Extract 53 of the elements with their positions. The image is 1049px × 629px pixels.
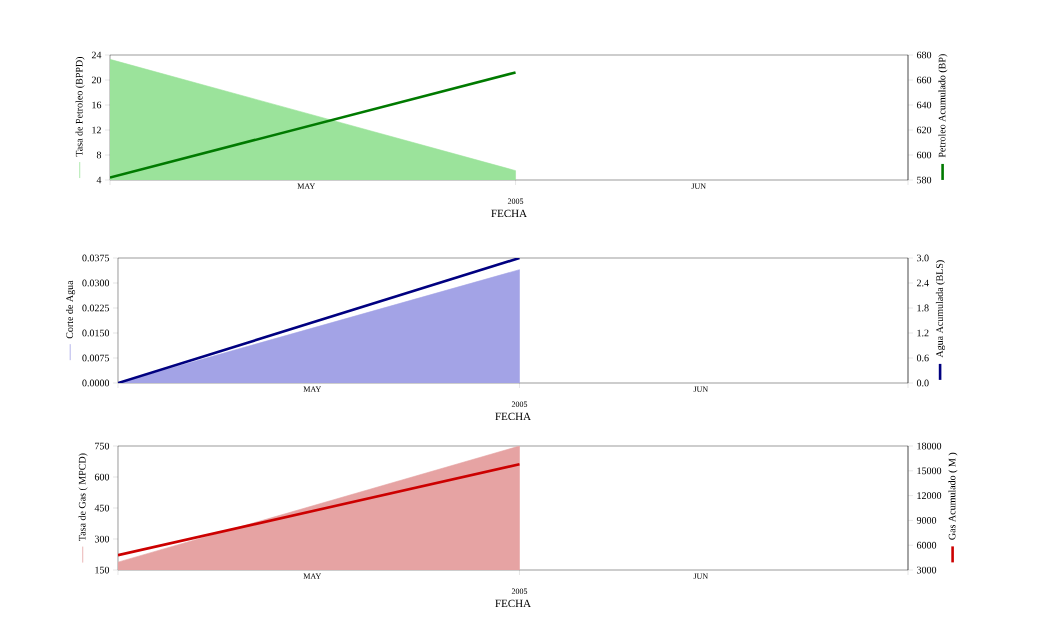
y2-axis-title: Agua Acumulada (BLS) bbox=[935, 260, 946, 358]
y-tick-label: 4 bbox=[96, 176, 102, 184]
y2-tick-label: 660 bbox=[916, 76, 932, 84]
y2-axis-title: Gas Acumulado ( M ) bbox=[948, 452, 958, 540]
x-tick-label: MAY bbox=[303, 386, 322, 392]
y-tick-label: 450 bbox=[94, 504, 110, 512]
y2-tick-label: 9000 bbox=[916, 517, 937, 524]
y-axis-title: Tasa de Gas ( MPCD) bbox=[78, 453, 88, 542]
y-tick-label: 0.0375 bbox=[82, 254, 110, 262]
x-tick-label: JUN bbox=[693, 386, 708, 392]
y-tick-label: 8 bbox=[96, 151, 102, 159]
y-tick-label: 12 bbox=[92, 126, 101, 134]
y2-tick-label: 18000 bbox=[917, 442, 942, 450]
x-axis-title: FECHA bbox=[495, 599, 531, 608]
y-tick-label: 0.0075 bbox=[82, 354, 110, 362]
y-tick-label: 24 bbox=[91, 51, 102, 59]
y2-tick-label: 15000 bbox=[917, 467, 942, 475]
y-axis-title: Corte de Agua bbox=[66, 280, 76, 339]
y2-tick-label: 620 bbox=[916, 126, 932, 134]
y-tick-label: 150 bbox=[95, 566, 110, 574]
y2-tick-label: 0.6 bbox=[916, 354, 929, 362]
y2-axis-title: Petroleo Acumulado (BP) bbox=[938, 54, 948, 158]
y2-tick-label: 580 bbox=[917, 176, 932, 184]
y2-tick-label: 2.4 bbox=[916, 279, 929, 287]
y-tick-label: 0.0225 bbox=[82, 304, 110, 312]
text: 2005 bbox=[511, 588, 528, 594]
y2-tick-label: 1.8 bbox=[917, 304, 929, 312]
text: 2005 bbox=[507, 198, 524, 204]
y2-tick-label: 680 bbox=[916, 51, 932, 59]
x-tick-label: MAY bbox=[303, 573, 322, 579]
y2-tick-label: 12000 bbox=[917, 492, 942, 499]
y2-tick-label: 3.0 bbox=[917, 254, 929, 262]
y-tick-label: 20 bbox=[91, 76, 102, 84]
y2-tick-label: 600 bbox=[916, 151, 932, 159]
x-axis-title: FECHA bbox=[495, 412, 531, 421]
y-tick-label: 16 bbox=[92, 101, 102, 109]
y-axis-title: Tasa de Petroleo (BPPD) bbox=[75, 56, 85, 157]
y-tick-label: 0.0300 bbox=[82, 279, 110, 287]
x-tick-label: JUN bbox=[691, 183, 706, 189]
y2-tick-label: 6000 bbox=[916, 541, 937, 549]
x-tick-label: MAY bbox=[297, 183, 315, 189]
y-tick-label: 750 bbox=[95, 442, 110, 450]
y2-tick-label: 1.2 bbox=[917, 329, 929, 337]
y-tick-label: 300 bbox=[94, 535, 110, 543]
y-tick-label: 0.0000 bbox=[82, 379, 110, 387]
y-tick-label: 600 bbox=[94, 473, 110, 481]
y2-tick-label: 640 bbox=[916, 101, 932, 109]
y-tick-label: 0.0150 bbox=[82, 329, 110, 337]
x-axis-title: FECHA bbox=[491, 209, 527, 218]
y2-tick-label: 3000 bbox=[917, 566, 937, 574]
y2-tick-label: 0.0 bbox=[916, 379, 929, 387]
text: 2005 bbox=[511, 401, 528, 407]
x-tick-label: JUN bbox=[693, 573, 708, 579]
